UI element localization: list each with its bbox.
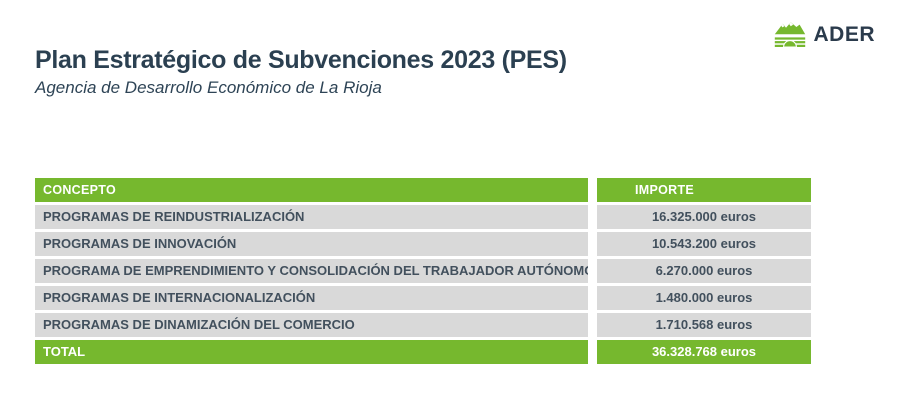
importe-cell: 1.480.000 euros — [597, 286, 811, 310]
page-title: Plan Estratégico de Subvenciones 2023 (P… — [35, 46, 567, 74]
concepto-cell: PROGRAMA DE EMPRENDIMIENTO Y CONSOLIDACI… — [35, 259, 588, 283]
total-value: 36.328.768 euros — [597, 340, 811, 364]
total-label: TOTAL — [35, 340, 588, 364]
table-row: PROGRAMAS DE INTERNACIONALIZACIÓN 1.480.… — [35, 286, 811, 310]
table-header-row: CONCEPTO IMPORTE — [35, 178, 811, 202]
table-total-row: TOTAL 36.328.768 euros — [35, 340, 811, 364]
page-subtitle: Agencia de Desarrollo Económico de La Ri… — [35, 78, 382, 97]
table-row: PROGRAMAS DE DINAMIZACIÓN DEL COMERCIO 1… — [35, 313, 811, 337]
header: Plan Estratégico de Subvenciones 2023 (P… — [35, 46, 567, 98]
ader-logo-text: ADER — [813, 23, 875, 46]
table-row: PROGRAMA DE EMPRENDIMIENTO Y CONSOLIDACI… — [35, 259, 811, 283]
importe-cell: 6.270.000 euros — [597, 259, 811, 283]
ader-logo: ADER — [774, 20, 875, 50]
importe-cell: 1.710.568 euros — [597, 313, 811, 337]
concepto-cell: PROGRAMAS DE DINAMIZACIÓN DEL COMERCIO — [35, 313, 588, 337]
concepto-cell: PROGRAMAS DE INNOVACIÓN — [35, 232, 588, 256]
subventions-table: CONCEPTO IMPORTE PROGRAMAS DE REINDUSTRI… — [35, 178, 811, 367]
importe-cell: 10.543.200 euros — [597, 232, 811, 256]
column-header-importe: IMPORTE — [597, 178, 811, 202]
table-row: PROGRAMAS DE REINDUSTRIALIZACIÓN 16.325.… — [35, 205, 811, 229]
ader-mountain-landscape-icon — [775, 22, 806, 48]
concepto-cell: PROGRAMAS DE INTERNACIONALIZACIÓN — [35, 286, 588, 310]
column-header-concepto: CONCEPTO — [35, 178, 588, 202]
concepto-cell: PROGRAMAS DE REINDUSTRIALIZACIÓN — [35, 205, 588, 229]
importe-cell: 16.325.000 euros — [597, 205, 811, 229]
table-row: PROGRAMAS DE INNOVACIÓN 10.543.200 euros — [35, 232, 811, 256]
table-body: PROGRAMAS DE REINDUSTRIALIZACIÓN 16.325.… — [35, 205, 811, 337]
